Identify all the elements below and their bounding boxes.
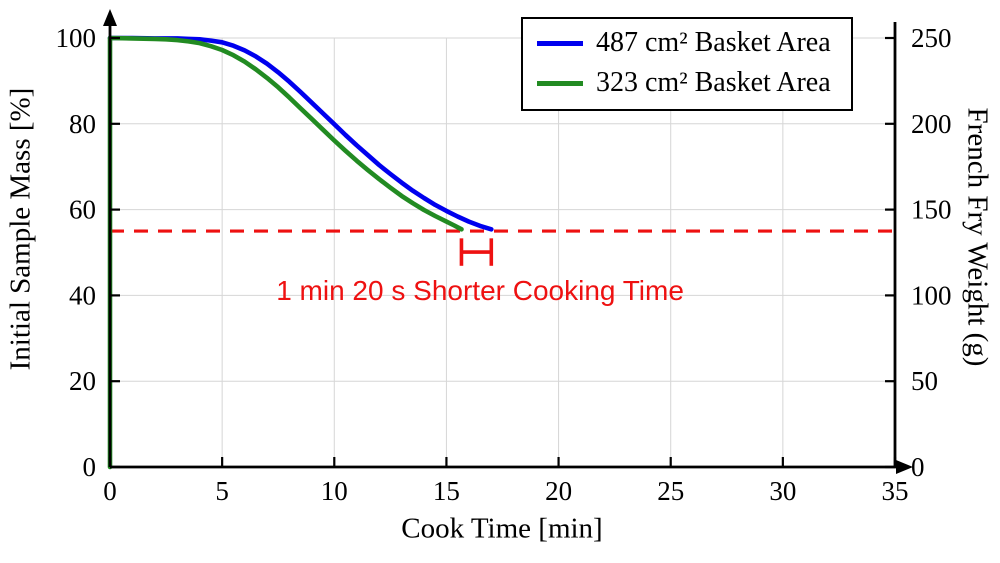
- y-tick-label-left: 20: [69, 366, 96, 396]
- legend-line-swatch-blue: [537, 40, 583, 46]
- x-tick-label: 0: [103, 476, 117, 506]
- x-tick-label: 30: [769, 476, 796, 506]
- y-tick-label-right: 0: [911, 452, 925, 482]
- x-tick-label: 20: [545, 476, 572, 506]
- series-line-1: [107, 35, 464, 470]
- y-axis-arrow: [103, 9, 117, 26]
- y-tick-label-right: 100: [911, 280, 952, 310]
- annotation-shorter-cooking-time: 1 min 20 s Shorter Cooking Time: [276, 275, 684, 307]
- y-tick-label-left: 80: [69, 109, 96, 139]
- y-tick-label-left: 100: [56, 23, 97, 53]
- y-tick-label-right: 50: [911, 366, 938, 396]
- y-axis-label-left: Initial Sample Mass [%]: [4, 87, 37, 371]
- y-tick-label-right: 250: [911, 23, 952, 53]
- x-axis-arrow: [896, 460, 913, 474]
- x-tick-label: 10: [321, 476, 348, 506]
- series-line-0: [107, 35, 494, 232]
- y-tick-label-left: 60: [69, 195, 96, 225]
- y-axis-label-right: French Fry Weight (g): [961, 107, 994, 367]
- x-tick-label: 15: [433, 476, 460, 506]
- legend-entry-323: 323 cm² Basket Area: [537, 67, 831, 99]
- x-axis-label: Cook Time [min]: [401, 512, 603, 545]
- y-tick-label-right: 150: [911, 195, 952, 225]
- x-tick-label: 35: [882, 476, 909, 506]
- legend-label-487: 487 cm² Basket Area: [596, 27, 831, 58]
- legend-label-323: 323 cm² Basket Area: [596, 67, 831, 98]
- legend-entry-487: 487 cm² Basket Area: [537, 27, 831, 59]
- y-tick-label-left: 0: [83, 452, 97, 482]
- x-tick-label: 5: [215, 476, 229, 506]
- y-tick-label-right: 200: [911, 109, 952, 139]
- legend: 487 cm² Basket Area 323 cm² Basket Area: [521, 17, 853, 111]
- legend-line-swatch-green: [537, 80, 583, 86]
- x-tick-label: 25: [657, 476, 684, 506]
- y-tick-label-left: 40: [69, 280, 96, 310]
